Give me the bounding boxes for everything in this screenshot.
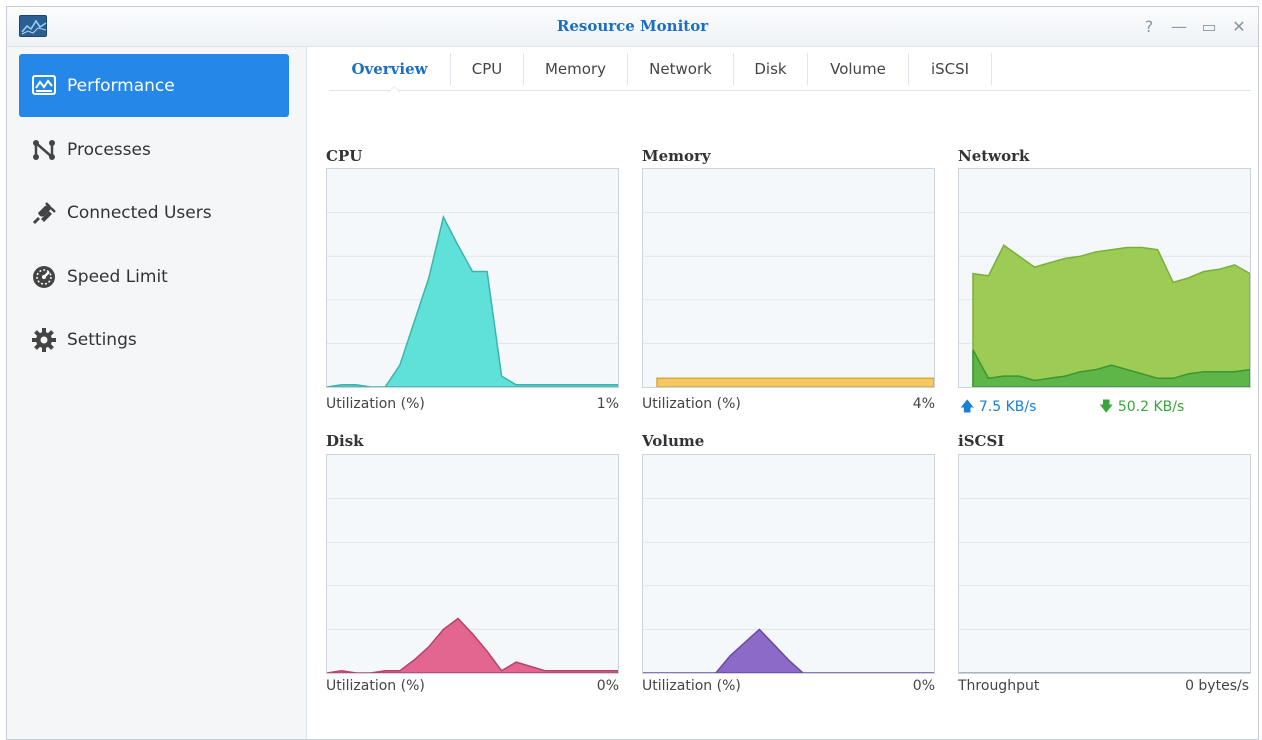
chart-svg [327,212,618,387]
close-icon[interactable]: ✕ [1232,17,1246,36]
cpu-utilization-label: Utilization (%) [326,396,425,412]
sidebar-item-label: Speed Limit [67,266,168,287]
gear-icon [31,327,57,353]
disk-utilization-label: Utilization (%) [326,678,425,694]
sidebar-item-speed-limit[interactable]: Speed Limit [19,245,289,308]
volume-utilization-value: 0% [912,678,935,694]
chart-svg [643,212,934,387]
chart-svg [643,498,934,673]
volume-chart[interactable] [642,454,935,674]
sidebar-item-label: Connected Users [67,202,212,223]
tab-bar: Overview CPU Memory Network Disk Volume … [329,51,1251,92]
help-icon[interactable]: ? [1144,17,1154,36]
tab-volume[interactable]: Volume [808,53,909,85]
iscsi-panel-title: iSCSI [958,432,1005,450]
memory-panel-title: Memory [642,147,711,165]
window-title: Resource Monitor [556,17,709,35]
volume-area [643,628,934,673]
resource-monitor-app-icon [19,15,47,37]
tab-memory[interactable]: Memory [524,53,628,85]
sidebar: Performance Processes [7,47,307,739]
iscsi-throughput-value: 0 bytes/s [1185,678,1249,694]
processes-icon [31,137,57,163]
tab-network[interactable]: Network [628,53,734,85]
speedometer-icon [31,264,57,290]
network-upload-area [972,244,1250,387]
network-chart[interactable] [958,168,1251,388]
iscsi-chart[interactable] [958,454,1251,674]
arrow-down-icon: 🡇 [1099,399,1114,415]
network-upload-value: 7.5 KB/s [978,399,1037,415]
sidebar-item-label: Performance [67,75,175,96]
network-upload: 🡅 7.5 KB/s [960,396,1036,420]
tab-cpu[interactable]: CPU [451,53,524,85]
chart-svg [327,498,618,673]
chart-svg [959,498,1250,673]
title-bar: Resource Monitor ? — ▭ ✕ [7,7,1258,47]
resource-monitor-window: Resource Monitor ? — ▭ ✕ Performance [6,6,1259,740]
sidebar-item-label: Settings [67,329,137,350]
maximize-icon[interactable]: ▭ [1201,17,1217,36]
memory-area [656,377,934,387]
memory-utilization-label: Utilization (%) [642,396,741,412]
sidebar-item-processes[interactable]: Processes [19,118,289,181]
chart-svg [959,212,1250,387]
iscsi-throughput-label: Throughput [958,678,1040,694]
active-tab-indicator [388,86,400,92]
disk-area [327,617,618,673]
volume-utilization-label: Utilization (%) [642,678,741,694]
tab-disk[interactable]: Disk [734,53,808,85]
minimize-icon[interactable]: — [1171,17,1187,36]
cpu-chart[interactable] [326,168,619,388]
sidebar-item-performance[interactable]: Performance [19,54,289,117]
disk-utilization-value: 0% [596,678,619,694]
tab-iscsi[interactable]: iSCSI [909,53,992,85]
sidebar-item-settings[interactable]: Settings [19,308,289,371]
sidebar-item-connected-users[interactable]: Connected Users [19,181,289,244]
arrow-up-icon: 🡅 [960,399,975,415]
cpu-panel-title: CPU [326,147,363,165]
network-download-value: 50.2 KB/s [1117,399,1185,415]
memory-chart[interactable] [642,168,935,388]
disk-chart[interactable] [326,454,619,674]
network-panel-title: Network [958,147,1030,165]
volume-panel-title: Volume [642,432,705,450]
performance-icon [31,73,57,99]
network-download-area [972,349,1250,387]
memory-utilization-value: 4% [912,396,935,412]
sidebar-item-label: Processes [67,139,151,160]
tab-overview[interactable]: Overview [329,53,451,85]
disk-panel-title: Disk [326,432,364,450]
cpu-area [327,214,618,387]
cpu-utilization-value: 1% [596,396,619,412]
plug-icon [31,200,57,226]
network-download: 🡇 50.2 KB/s [1099,396,1184,420]
